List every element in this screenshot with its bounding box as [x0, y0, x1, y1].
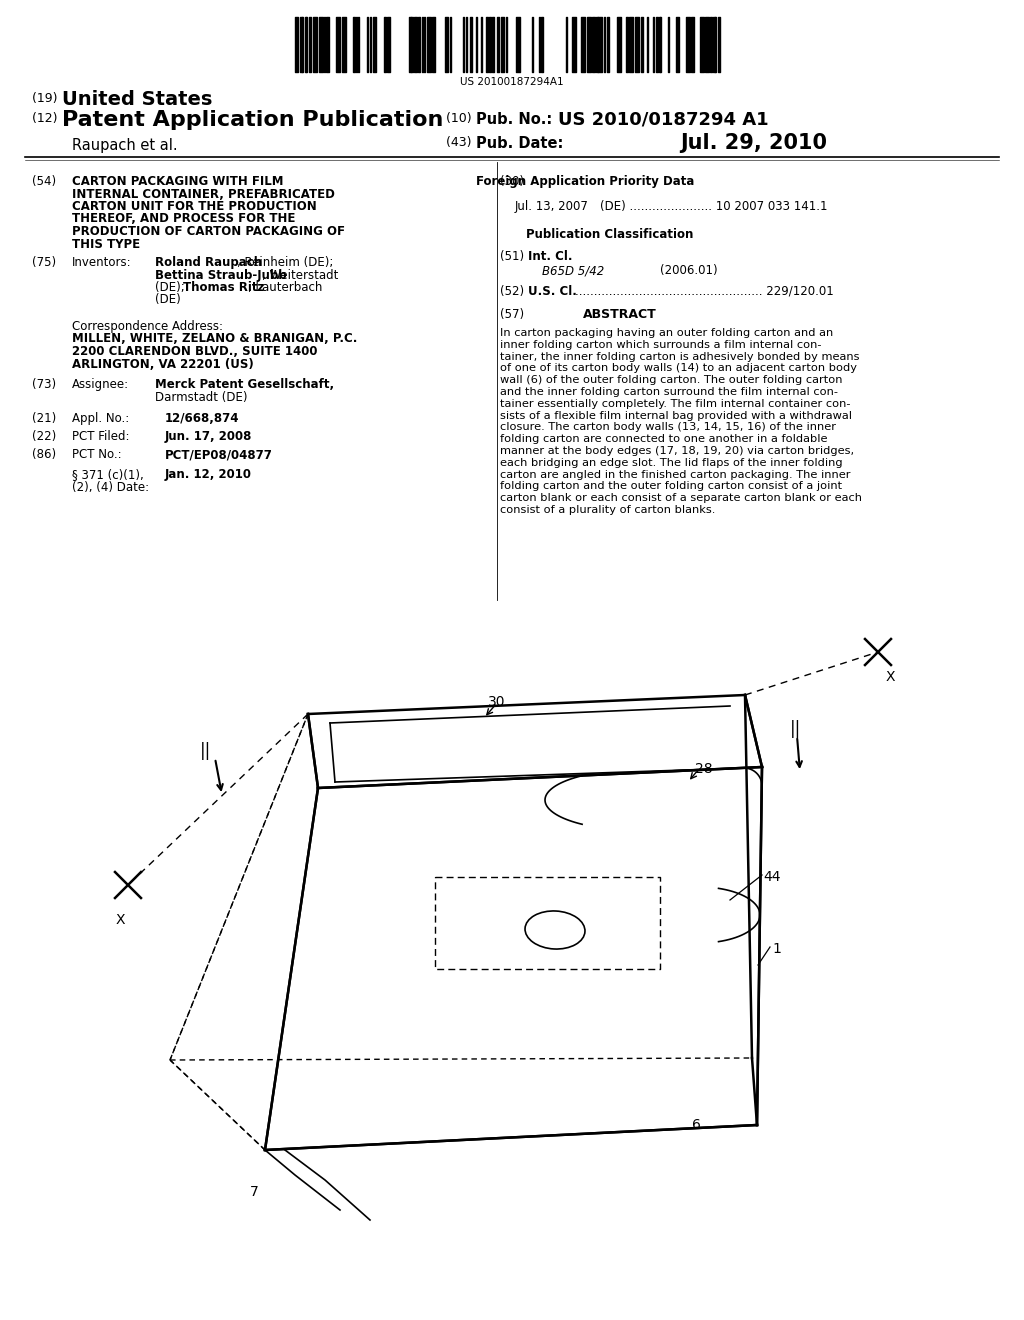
Text: ABSTRACT: ABSTRACT	[583, 308, 656, 321]
Text: Pub. No.:: Pub. No.:	[476, 112, 557, 127]
Text: tainer essentially completely. The film internal container con-: tainer essentially completely. The film …	[500, 399, 851, 409]
Text: ARLINGTON, VA 22201 (US): ARLINGTON, VA 22201 (US)	[72, 358, 254, 371]
Text: manner at the body edges (17, 18, 19, 20) via carton bridges,: manner at the body edges (17, 18, 19, 20…	[500, 446, 854, 455]
Text: Foreign Application Priority Data: Foreign Application Priority Data	[476, 176, 694, 187]
Text: (52): (52)	[500, 285, 524, 298]
Text: United States: United States	[62, 90, 212, 110]
Text: INTERNAL CONTAINER, PREFABRICATED: INTERNAL CONTAINER, PREFABRICATED	[72, 187, 335, 201]
Text: wall (6) of the outer folding carton. The outer folding carton: wall (6) of the outer folding carton. Th…	[500, 375, 843, 385]
Text: Assignee:: Assignee:	[72, 378, 129, 391]
Text: (DE);: (DE);	[155, 281, 188, 294]
Text: 2200 CLARENDON BLVD., SUITE 1400: 2200 CLARENDON BLVD., SUITE 1400	[72, 345, 317, 358]
Text: Roland Raupach: Roland Raupach	[155, 256, 262, 269]
Text: of one of its carton body walls (14) to an adjacent carton body: of one of its carton body walls (14) to …	[500, 363, 857, 374]
Text: (DE) ...................... 10 2007 033 141.1: (DE) ...................... 10 2007 033 …	[600, 201, 827, 213]
Text: inner folding carton which surrounds a film internal con-: inner folding carton which surrounds a f…	[500, 339, 821, 350]
Text: folding carton and the outer folding carton consist of a joint: folding carton and the outer folding car…	[500, 482, 842, 491]
Text: Publication Classification: Publication Classification	[526, 228, 693, 242]
Text: (86): (86)	[32, 447, 56, 461]
Text: PCT/EP08/04877: PCT/EP08/04877	[165, 447, 272, 461]
Text: In carton packaging having an outer folding carton and an: In carton packaging having an outer fold…	[500, 327, 834, 338]
Text: X: X	[116, 913, 125, 927]
Text: , Reinheim (DE);: , Reinheim (DE);	[237, 256, 334, 269]
Text: ||: ||	[200, 742, 211, 760]
Text: Bettina Straub-Jubb: Bettina Straub-Jubb	[155, 268, 287, 281]
Text: folding carton are connected to one another in a foldable: folding carton are connected to one anot…	[500, 434, 827, 445]
Text: X: X	[886, 671, 896, 684]
Text: B65D 5/42: B65D 5/42	[542, 264, 604, 277]
Text: US 2010/0187294 A1: US 2010/0187294 A1	[558, 110, 769, 128]
Text: (21): (21)	[32, 412, 56, 425]
Text: Darmstadt (DE): Darmstadt (DE)	[155, 391, 248, 404]
Text: carton blank or each consist of a separate carton blank or each: carton blank or each consist of a separa…	[500, 494, 862, 503]
Text: (2), (4) Date:: (2), (4) Date:	[72, 480, 150, 494]
Text: MILLEN, WHITE, ZELANO & BRANIGAN, P.C.: MILLEN, WHITE, ZELANO & BRANIGAN, P.C.	[72, 333, 357, 346]
Text: (12): (12)	[32, 112, 61, 125]
Text: closure. The carton body walls (13, 14, 15, 16) of the inner: closure. The carton body walls (13, 14, …	[500, 422, 836, 433]
Text: sists of a flexible film internal bag provided with a withdrawal: sists of a flexible film internal bag pr…	[500, 411, 852, 421]
Text: Jun. 17, 2008: Jun. 17, 2008	[165, 430, 252, 444]
Text: and the inner folding carton surround the film internal con-: and the inner folding carton surround th…	[500, 387, 838, 397]
Text: PRODUCTION OF CARTON PACKAGING OF: PRODUCTION OF CARTON PACKAGING OF	[72, 224, 345, 238]
Text: , Weiterstadt: , Weiterstadt	[262, 268, 338, 281]
Text: 44: 44	[763, 870, 780, 884]
Text: .................................................. 229/120.01: ........................................…	[575, 285, 834, 298]
Text: PCT Filed:: PCT Filed:	[72, 430, 129, 444]
Text: 12/668,874: 12/668,874	[165, 412, 240, 425]
Text: Merck Patent Gesellschaft,: Merck Patent Gesellschaft,	[155, 378, 334, 391]
Text: 6: 6	[692, 1118, 700, 1133]
Text: (10): (10)	[446, 112, 475, 125]
Text: (73): (73)	[32, 378, 56, 391]
Text: Pub. Date:: Pub. Date:	[476, 136, 563, 150]
Text: Jul. 29, 2010: Jul. 29, 2010	[680, 133, 827, 153]
Text: Correspondence Address:: Correspondence Address:	[72, 319, 223, 333]
Text: THEREOF, AND PROCESS FOR THE: THEREOF, AND PROCESS FOR THE	[72, 213, 295, 226]
Text: Appl. No.:: Appl. No.:	[72, 412, 129, 425]
Text: (19): (19)	[32, 92, 61, 106]
Text: (DE): (DE)	[155, 293, 181, 306]
Text: (2006.01): (2006.01)	[660, 264, 718, 277]
Text: 28: 28	[695, 762, 713, 776]
Text: carton are angled in the finished carton packaging. The inner: carton are angled in the finished carton…	[500, 470, 851, 479]
Text: Patent Application Publication: Patent Application Publication	[62, 110, 443, 129]
Text: (54): (54)	[32, 176, 56, 187]
Text: (43): (43)	[446, 136, 475, 149]
Text: CARTON UNIT FOR THE PRODUCTION: CARTON UNIT FOR THE PRODUCTION	[72, 201, 316, 213]
Text: § 371 (c)(1),: § 371 (c)(1),	[72, 469, 143, 480]
Text: Inventors:: Inventors:	[72, 256, 132, 269]
Text: CARTON PACKAGING WITH FILM: CARTON PACKAGING WITH FILM	[72, 176, 284, 187]
Text: Jul. 13, 2007: Jul. 13, 2007	[515, 201, 589, 213]
Text: Thomas Ritz: Thomas Ritz	[183, 281, 264, 294]
Text: tainer, the inner folding carton is adhesively bonded by means: tainer, the inner folding carton is adhe…	[500, 351, 859, 362]
Text: ||: ||	[790, 719, 801, 738]
Text: 1: 1	[772, 942, 781, 956]
Text: 7: 7	[250, 1185, 259, 1199]
Text: (51): (51)	[500, 249, 524, 263]
Text: (75): (75)	[32, 256, 56, 269]
Text: U.S. Cl.: U.S. Cl.	[528, 285, 577, 298]
Text: PCT No.:: PCT No.:	[72, 447, 122, 461]
Text: consist of a plurality of carton blanks.: consist of a plurality of carton blanks.	[500, 506, 716, 515]
Text: , Lauterbach: , Lauterbach	[248, 281, 323, 294]
Text: Int. Cl.: Int. Cl.	[528, 249, 572, 263]
Text: US 20100187294A1: US 20100187294A1	[460, 77, 564, 87]
Text: (22): (22)	[32, 430, 56, 444]
Text: THIS TYPE: THIS TYPE	[72, 238, 140, 251]
Text: 30: 30	[488, 696, 506, 709]
Text: (30): (30)	[500, 176, 524, 187]
Text: each bridging an edge slot. The lid flaps of the inner folding: each bridging an edge slot. The lid flap…	[500, 458, 843, 467]
Text: Raupach et al.: Raupach et al.	[72, 139, 177, 153]
Text: Jan. 12, 2010: Jan. 12, 2010	[165, 469, 252, 480]
Text: (57): (57)	[500, 308, 524, 321]
